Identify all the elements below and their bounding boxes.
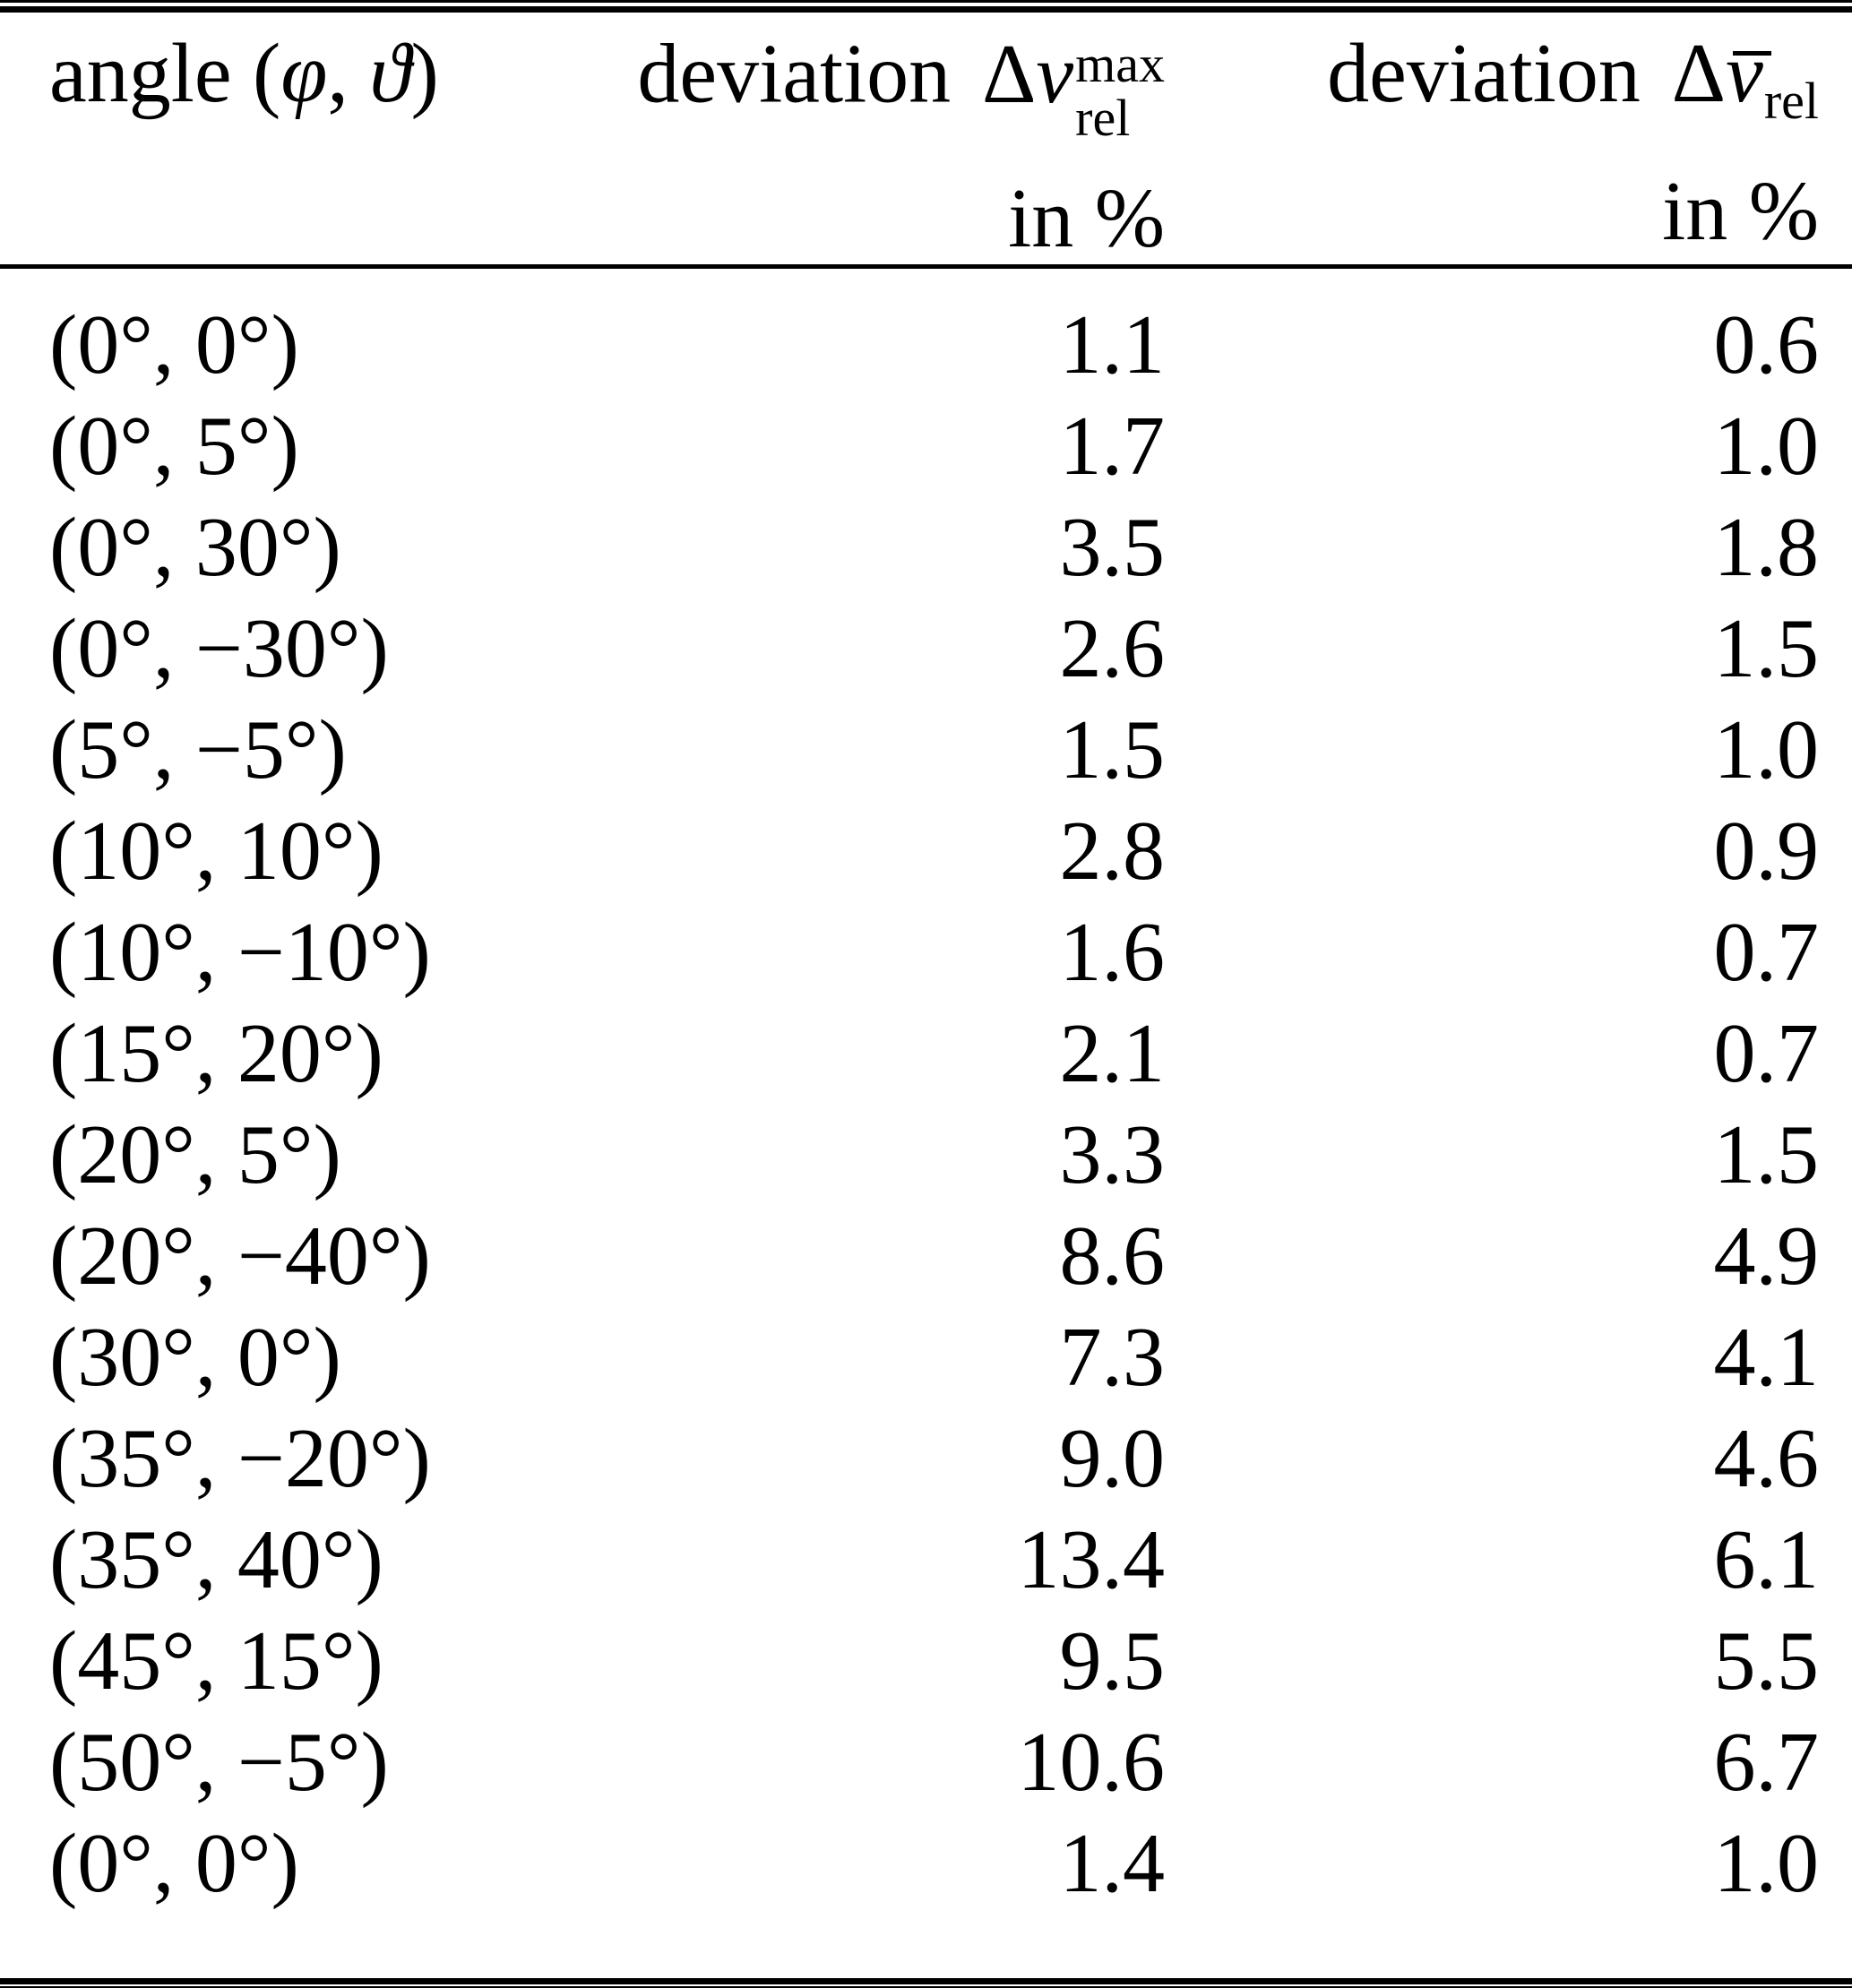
deviation-mean-cell: 1.8 bbox=[1713, 500, 1820, 594]
angle-header-text: angle ( bbox=[49, 27, 281, 120]
angle-header-close: ) bbox=[410, 27, 439, 120]
table-row: (15°, 20°) 2.1 0.7 bbox=[49, 1003, 1819, 1104]
deviation-max-cell: 1.7 bbox=[1059, 399, 1166, 493]
deviation-max-cell: 10.6 bbox=[1017, 1715, 1166, 1809]
table-body: (0°, 0°) 1.1 0.6 (0°, 5°) 1.7 1.0 (0°, 30°) 3… bbox=[0, 269, 1852, 1978]
deviation-max-cell: 3.3 bbox=[1059, 1107, 1166, 1201]
deviation-max-column-header: deviation Δv max rel in % bbox=[587, 29, 1165, 265]
deviation-mean-header-line1: deviation Δvrel bbox=[1165, 27, 1819, 129]
deviation-max-unit: in % bbox=[1008, 172, 1165, 265]
deviation-mean-column-header: deviation Δvrel in % bbox=[1165, 27, 1819, 265]
deviation-max-cell: 2.6 bbox=[1059, 601, 1166, 695]
deviation-mean-cell: 4.9 bbox=[1713, 1209, 1820, 1303]
deviation-mean-cell: 1.0 bbox=[1713, 702, 1820, 796]
deviation-mean-cell: 1.0 bbox=[1713, 1816, 1820, 1910]
table-row: (20°, 5°) 3.3 1.5 bbox=[49, 1104, 1819, 1205]
angle-cell: (35°, −20°) bbox=[49, 1411, 431, 1505]
rel-subscript: rel bbox=[1075, 89, 1131, 147]
deviation-mean-cell: 4.1 bbox=[1713, 1310, 1820, 1404]
angle-cell: (0°, 5°) bbox=[49, 399, 299, 493]
angle-cell: (15°, 20°) bbox=[49, 1006, 383, 1100]
deviation-max-header-line1: deviation Δv max rel bbox=[587, 27, 1165, 145]
v-bar-variable: v bbox=[1726, 27, 1771, 120]
vartheta-symbol: ϑ bbox=[369, 27, 411, 120]
table-row: (30°, 0°) 7.3 4.1 bbox=[49, 1306, 1819, 1407]
deviation-max-cell: 1.1 bbox=[1059, 297, 1166, 392]
angle-cell: (5°, −5°) bbox=[49, 702, 347, 796]
table-row: (20°, −40°) 8.6 4.9 bbox=[49, 1205, 1819, 1306]
deviation-mean-cell: 0.9 bbox=[1713, 804, 1820, 898]
table-row: (0°, 0°) 1.1 0.6 bbox=[49, 294, 1819, 395]
deviation-mean-cell: 0.6 bbox=[1713, 297, 1820, 392]
delta-v-max-rel-formula: Δv max rel bbox=[981, 27, 1165, 145]
deviation-mean-cell: 5.5 bbox=[1713, 1614, 1820, 1708]
deviation-word: deviation bbox=[637, 27, 952, 121]
angle-cell: (10°, 10°) bbox=[49, 804, 383, 898]
angle-cell: (20°, −40°) bbox=[49, 1209, 431, 1303]
table-row: (10°, 10°) 2.8 0.9 bbox=[49, 800, 1819, 901]
deviation-mean-unit: in % bbox=[1662, 165, 1819, 259]
deviation-mean-cell: 6.1 bbox=[1713, 1512, 1820, 1606]
deviation-max-cell: 1.6 bbox=[1059, 905, 1166, 999]
table-row: (10°, −10°) 1.6 0.7 bbox=[49, 901, 1819, 1003]
deviation-max-cell: 9.0 bbox=[1059, 1411, 1166, 1505]
table-row: (5°, −5°) 1.5 1.0 bbox=[49, 699, 1819, 800]
deviation-mean-cell: 1.0 bbox=[1713, 399, 1820, 493]
delta-symbol: Δ bbox=[981, 27, 1037, 121]
table-row: (35°, −20°) 9.0 4.6 bbox=[49, 1407, 1819, 1509]
table-row: (45°, 15°) 9.5 5.5 bbox=[49, 1610, 1819, 1711]
angle-cell: (10°, −10°) bbox=[49, 905, 431, 999]
table-row: (0°, 5°) 1.7 1.0 bbox=[49, 395, 1819, 496]
deviation-mean-cell: 4.6 bbox=[1713, 1411, 1820, 1505]
angle-cell: (30°, 0°) bbox=[49, 1310, 341, 1404]
delta-symbol: Δ bbox=[1671, 27, 1727, 120]
deviation-mean-cell: 1.5 bbox=[1713, 1107, 1820, 1201]
deviation-mean-cell: 1.5 bbox=[1713, 601, 1820, 695]
deviation-max-cell: 1.5 bbox=[1059, 702, 1166, 796]
max-superscript: max bbox=[1075, 35, 1165, 93]
angle-cell: (20°, 5°) bbox=[49, 1107, 341, 1201]
phi-symbol: φ bbox=[280, 27, 328, 120]
deviation-word: deviation bbox=[1327, 27, 1641, 120]
angle-cell: (0°, 0°) bbox=[49, 297, 299, 392]
deviation-mean-cell: 6.7 bbox=[1713, 1715, 1820, 1809]
angle-cell: (50°, −5°) bbox=[49, 1715, 389, 1809]
deviation-max-cell: 2.1 bbox=[1059, 1006, 1166, 1100]
v-variable: v bbox=[1036, 27, 1074, 121]
angle-cell: (35°, 40°) bbox=[49, 1512, 383, 1606]
table-row: (50°, −5°) 10.6 6.7 bbox=[49, 1711, 1819, 1812]
table-row: (35°, 40°) 13.4 6.1 bbox=[49, 1509, 1819, 1610]
angle-header-comma: , bbox=[327, 27, 370, 120]
angle-column-header: angle (φ, ϑ) bbox=[49, 27, 587, 265]
max-rel-script-stack: max rel bbox=[1075, 38, 1165, 145]
table-header-row: angle (φ, ϑ) deviation Δv max rel in % dev… bbox=[0, 13, 1852, 264]
table-row: (0°, 30°) 3.5 1.8 bbox=[49, 496, 1819, 598]
deviation-max-cell: 7.3 bbox=[1059, 1310, 1166, 1404]
angle-cell: (0°, 0°) bbox=[49, 1816, 299, 1910]
rel-subscript: rel bbox=[1763, 71, 1819, 130]
table-row: (0°, −30°) 2.6 1.5 bbox=[49, 598, 1819, 699]
angle-cell: (0°, −30°) bbox=[49, 601, 389, 695]
angle-cell: (45°, 15°) bbox=[49, 1614, 383, 1708]
table-bottom-rule bbox=[0, 1978, 1852, 1988]
table-header-rule bbox=[0, 264, 1852, 269]
table-row: (0°, 0°) 1.4 1.0 bbox=[49, 1812, 1819, 1914]
deviation-max-cell: 13.4 bbox=[1017, 1512, 1166, 1606]
deviation-max-cell: 2.8 bbox=[1059, 804, 1166, 898]
table-top-rule bbox=[0, 0, 1852, 13]
deviation-max-cell: 9.5 bbox=[1059, 1614, 1166, 1708]
deviation-max-cell: 1.4 bbox=[1059, 1816, 1166, 1910]
deviation-mean-cell: 0.7 bbox=[1713, 905, 1820, 999]
deviation-max-cell: 3.5 bbox=[1059, 500, 1166, 594]
delta-vbar-rel-formula: Δvrel bbox=[1671, 27, 1819, 128]
deviation-mean-cell: 0.7 bbox=[1713, 1006, 1820, 1100]
angle-cell: (0°, 30°) bbox=[49, 500, 341, 594]
deviation-max-cell: 8.6 bbox=[1059, 1209, 1166, 1303]
